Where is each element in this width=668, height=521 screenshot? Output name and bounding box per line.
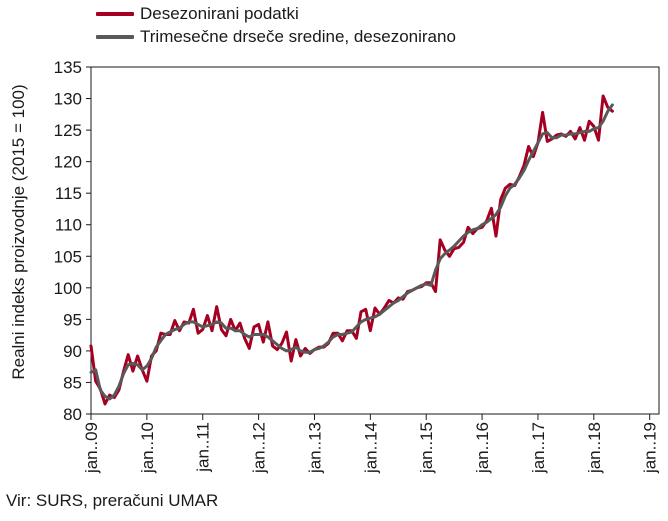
x-tick-label: jan..18 (585, 422, 604, 474)
x-tick-label: jan..19 (641, 422, 660, 474)
x-tick-label: jan..10 (138, 422, 157, 474)
y-tick-label: 125 (54, 121, 82, 140)
chart-legend: Desezonirani podatki Trimesečne drseče s… (96, 2, 456, 48)
x-tick-label: jan..14 (361, 422, 380, 474)
y-tick-label: 105 (54, 247, 82, 266)
y-tick-label: 130 (54, 90, 82, 109)
legend-item: Desezonirani podatki (96, 2, 456, 25)
source-note: Vir: SURS, preračuni UMAR (6, 491, 219, 510)
plot-frame (90, 66, 660, 415)
y-tick-label: 120 (54, 153, 82, 172)
y-tick-label: 115 (55, 184, 82, 203)
x-tick-label: jan..17 (529, 422, 548, 474)
y-tick-label: 90 (63, 342, 82, 361)
x-tick-label: jan..16 (473, 422, 492, 474)
y-tick-label: 110 (55, 216, 82, 235)
line-chart: 80 85 90 95 100 105 110 115 120 125 130 135 jan..09 j… (54, 58, 660, 474)
legend-label: Trimesečne drseče sredine, desezonirano (140, 27, 456, 46)
x-tick-label: jan..11 (194, 422, 213, 473)
x-tick-label: jan..15 (417, 422, 436, 474)
x-tick-label: jan..12 (250, 422, 269, 474)
y-tick-label: 85 (63, 373, 82, 392)
y-tick-label: 135 (54, 58, 82, 77)
legend-item: Trimesečne drseče sredine, desezonirano (96, 25, 456, 48)
series-line-drsece-sredine (89, 103, 614, 401)
y-tick-label: 100 (54, 279, 82, 298)
legend-label: Desezonirani podatki (140, 4, 299, 23)
legend-swatch (96, 34, 134, 39)
series-line-desezonirani (89, 94, 614, 406)
x-tick-label: jan..09 (82, 422, 101, 474)
x-tick-label: jan..13 (305, 422, 324, 474)
y-tick-label: 80 (63, 405, 82, 424)
y-tick-label: 95 (63, 310, 82, 329)
legend-swatch (96, 11, 134, 16)
